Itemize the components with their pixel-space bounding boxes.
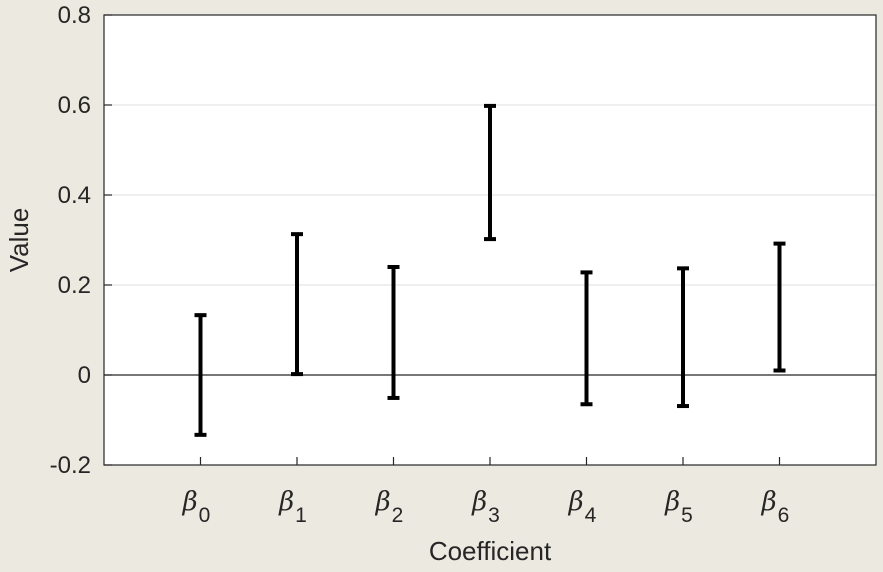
x-tick-label: β2 [375, 487, 404, 527]
y-axis: -0.2 0 0.2 0.4 0.6 0.8 [50, 2, 112, 479]
x-tick-label: β5 [664, 487, 693, 527]
y-tick-label: 0 [78, 362, 91, 389]
x-tick-label: β3 [471, 487, 500, 527]
error-bar [677, 266, 689, 409]
y-tick-label: 0.2 [58, 272, 91, 299]
error-bar [484, 103, 496, 242]
error-bar [291, 232, 303, 377]
error-bar [387, 265, 400, 400]
y-axis-title: Value [4, 208, 34, 273]
y-tick-label: 0.8 [58, 2, 91, 29]
y-tick-label: 0.4 [58, 182, 91, 209]
x-tick-label: β0 [182, 487, 211, 527]
error-bar [580, 270, 593, 407]
x-axis: β0 β1 β2 β3 β4 β5 β6 [182, 457, 790, 527]
error-bars [194, 103, 786, 437]
error-bar [194, 313, 207, 437]
x-tick-label: β6 [761, 487, 790, 527]
error-bar [773, 241, 786, 373]
x-tick-label: β1 [278, 487, 307, 527]
y-tick-label: -0.2 [50, 452, 91, 479]
y-tick-label: 0.6 [58, 92, 91, 119]
x-axis-title: Coefficient [429, 536, 552, 566]
x-tick-label: β4 [568, 487, 597, 527]
